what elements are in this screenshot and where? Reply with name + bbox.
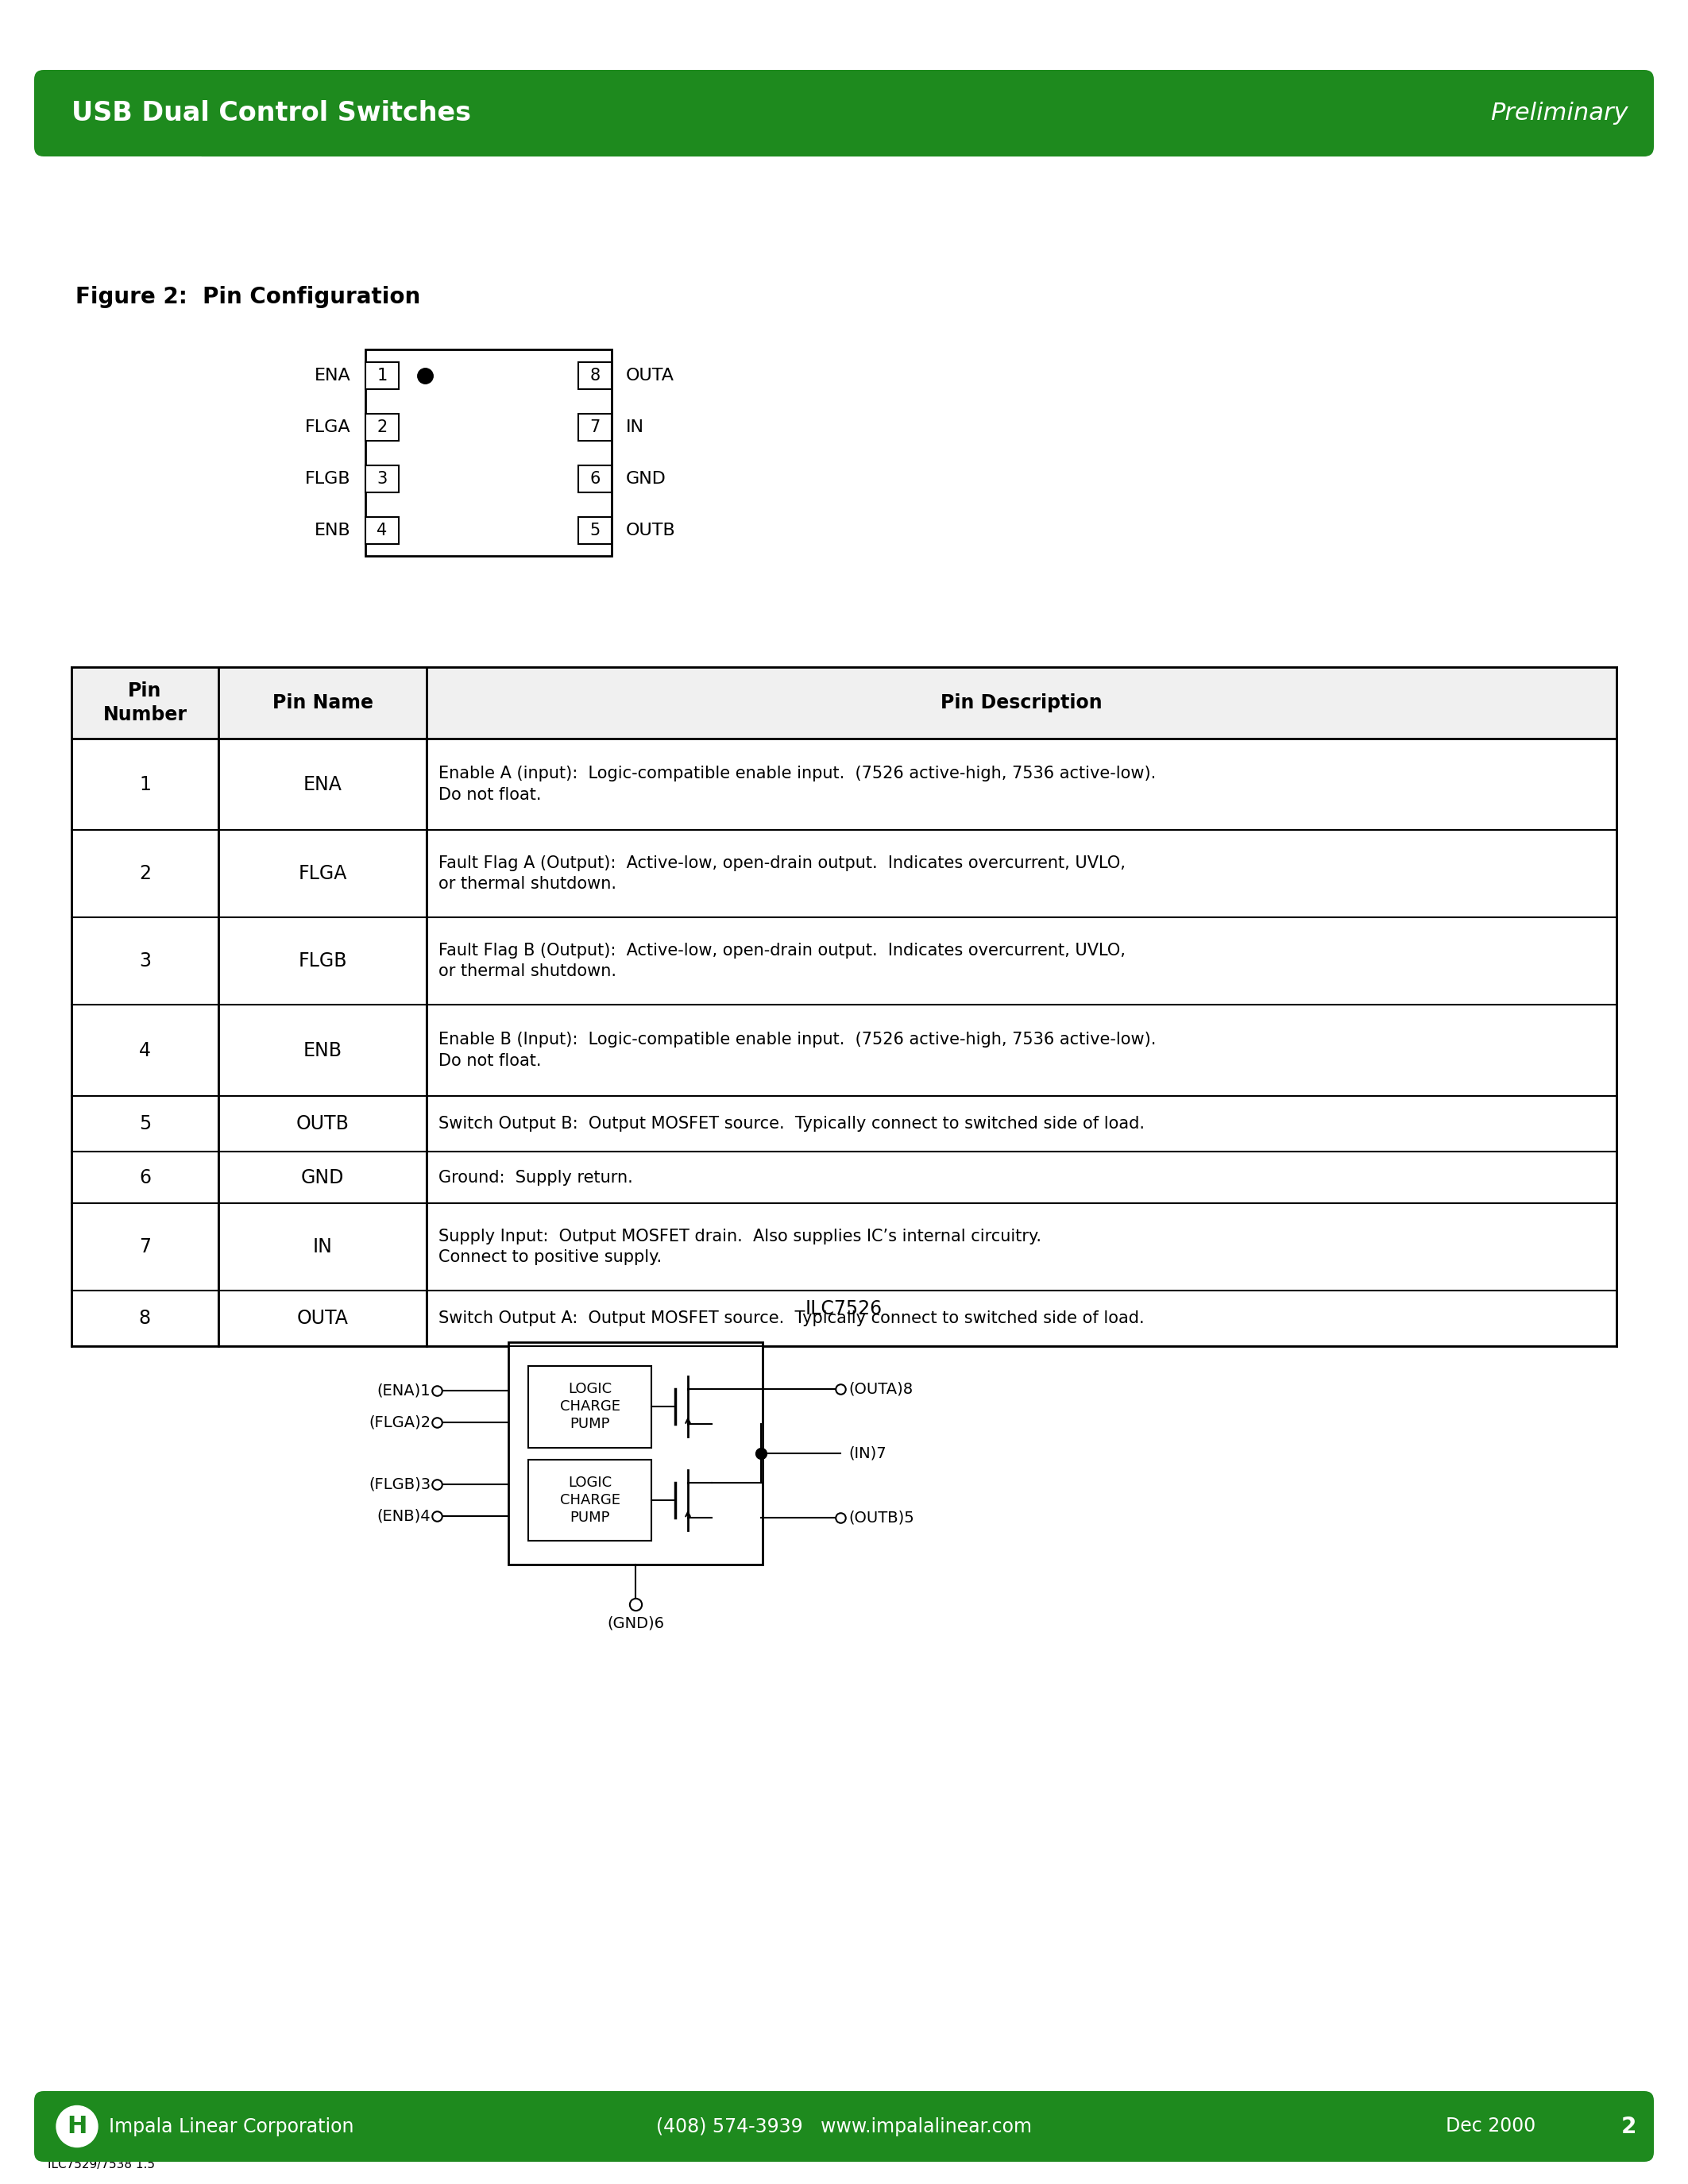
Text: LOGIC
CHARGE
PUMP: LOGIC CHARGE PUMP: [560, 1474, 619, 1524]
Text: OUTB: OUTB: [626, 522, 675, 537]
Text: (ENB)4: (ENB)4: [376, 1509, 430, 1524]
Text: 7: 7: [589, 419, 601, 435]
Text: Switch Output A:  Output MOSFET source.  Typically connect to switched side of l: Switch Output A: Output MOSFET source. T…: [439, 1310, 1144, 1326]
Bar: [365, 518, 398, 544]
Text: ENA: ENA: [304, 775, 343, 793]
Text: Switch Output B:  Output MOSFET source.  Typically connect to switched side of l: Switch Output B: Output MOSFET source. T…: [439, 1116, 1144, 1131]
Text: 7: 7: [138, 1238, 150, 1256]
Bar: [427, 666, 1617, 738]
Text: OUTA: OUTA: [297, 1308, 348, 1328]
Text: Impala Linear Corporation: Impala Linear Corporation: [108, 2116, 354, 2136]
FancyBboxPatch shape: [34, 2090, 1654, 2162]
Text: Enable B (Input):  Logic-compatible enable input.  (7526 active-high, 7536 activ: Enable B (Input): Logic-compatible enabl…: [439, 1031, 1156, 1068]
Text: IN: IN: [312, 1238, 333, 1256]
Text: 1: 1: [376, 367, 387, 382]
Text: GND: GND: [626, 470, 667, 487]
Text: FLGA: FLGA: [306, 419, 351, 435]
Text: 4: 4: [138, 1042, 150, 1059]
Text: 2: 2: [376, 419, 387, 435]
Text: Fault Flag A (Output):  Active-low, open-drain output.  Indicates overcurrent, U: Fault Flag A (Output): Active-low, open-…: [439, 856, 1126, 891]
Text: Enable A (input):  Logic-compatible enable input.  (7526 active-high, 7536 activ: Enable A (input): Logic-compatible enabl…: [439, 767, 1156, 804]
Text: Figure 2:  Pin Configuration: Figure 2: Pin Configuration: [76, 286, 420, 308]
Text: ILC7526: ILC7526: [805, 1299, 883, 1319]
Text: FLGB: FLGB: [299, 952, 348, 970]
Bar: [71, 666, 1617, 1345]
Text: 6: 6: [138, 1168, 150, 1186]
Bar: [528, 1459, 652, 1540]
Text: (OUTB)5: (OUTB)5: [849, 1509, 915, 1524]
Bar: [71, 666, 218, 738]
Text: (408) 574-3939   www.impalalinear.com: (408) 574-3939 www.impalalinear.com: [655, 2116, 1031, 2136]
Text: 4: 4: [376, 522, 387, 537]
Bar: [579, 363, 611, 389]
Bar: [508, 1343, 763, 1564]
Text: Pin Name: Pin Name: [272, 692, 373, 712]
Circle shape: [56, 2105, 98, 2147]
FancyBboxPatch shape: [34, 70, 1654, 157]
Text: 1: 1: [138, 775, 150, 793]
Text: ENB: ENB: [314, 522, 351, 537]
Text: 8: 8: [138, 1308, 150, 1328]
Text: Pin
Number: Pin Number: [103, 681, 187, 725]
Bar: [218, 666, 427, 738]
Text: (OUTA)8: (OUTA)8: [849, 1382, 913, 1398]
Text: IN: IN: [626, 419, 645, 435]
Text: (IN)7: (IN)7: [849, 1446, 886, 1461]
Text: Supply Input:  Output MOSFET drain.  Also supplies IC’s internal circuitry.
Conn: Supply Input: Output MOSFET drain. Also …: [439, 1227, 1041, 1265]
Text: Preliminary: Preliminary: [1491, 103, 1629, 124]
Text: (FLGB)3: (FLGB)3: [368, 1476, 430, 1492]
Text: GND: GND: [300, 1168, 344, 1186]
Bar: [579, 465, 611, 491]
Bar: [528, 1365, 652, 1448]
Text: ENB: ENB: [304, 1042, 343, 1059]
Text: OUTB: OUTB: [295, 1114, 349, 1133]
Text: 2: 2: [1620, 2116, 1636, 2138]
Text: 5: 5: [589, 522, 601, 537]
Text: ENA: ENA: [314, 367, 351, 382]
Text: H: H: [68, 2114, 88, 2138]
Bar: [365, 413, 398, 441]
Text: 8: 8: [589, 367, 601, 382]
Text: USB Dual Control Switches: USB Dual Control Switches: [71, 100, 471, 127]
Text: (GND)6: (GND)6: [608, 1616, 663, 1631]
Bar: [579, 518, 611, 544]
Bar: [365, 349, 611, 557]
Text: Dec 2000: Dec 2000: [1445, 2116, 1536, 2136]
Text: 2: 2: [138, 865, 150, 882]
Text: Fault Flag B (Output):  Active-low, open-drain output.  Indicates overcurrent, U: Fault Flag B (Output): Active-low, open-…: [439, 943, 1126, 978]
Text: 3: 3: [138, 952, 150, 970]
Text: FLGA: FLGA: [299, 865, 348, 882]
Text: 5: 5: [138, 1114, 150, 1133]
Text: Ground:  Supply return.: Ground: Supply return.: [439, 1168, 633, 1186]
Text: (ENA)1: (ENA)1: [376, 1382, 430, 1398]
Text: LOGIC
CHARGE
PUMP: LOGIC CHARGE PUMP: [560, 1382, 619, 1431]
Text: OUTA: OUTA: [626, 367, 675, 382]
Bar: [579, 413, 611, 441]
Bar: [365, 465, 398, 491]
Text: FLGB: FLGB: [306, 470, 351, 487]
Text: 6: 6: [589, 470, 601, 487]
Text: 3: 3: [376, 470, 387, 487]
Text: (FLGA)2: (FLGA)2: [368, 1415, 430, 1431]
Text: ILC7529/7538 1.5: ILC7529/7538 1.5: [47, 2158, 155, 2171]
Bar: [365, 363, 398, 389]
Text: Pin Description: Pin Description: [940, 692, 1102, 712]
